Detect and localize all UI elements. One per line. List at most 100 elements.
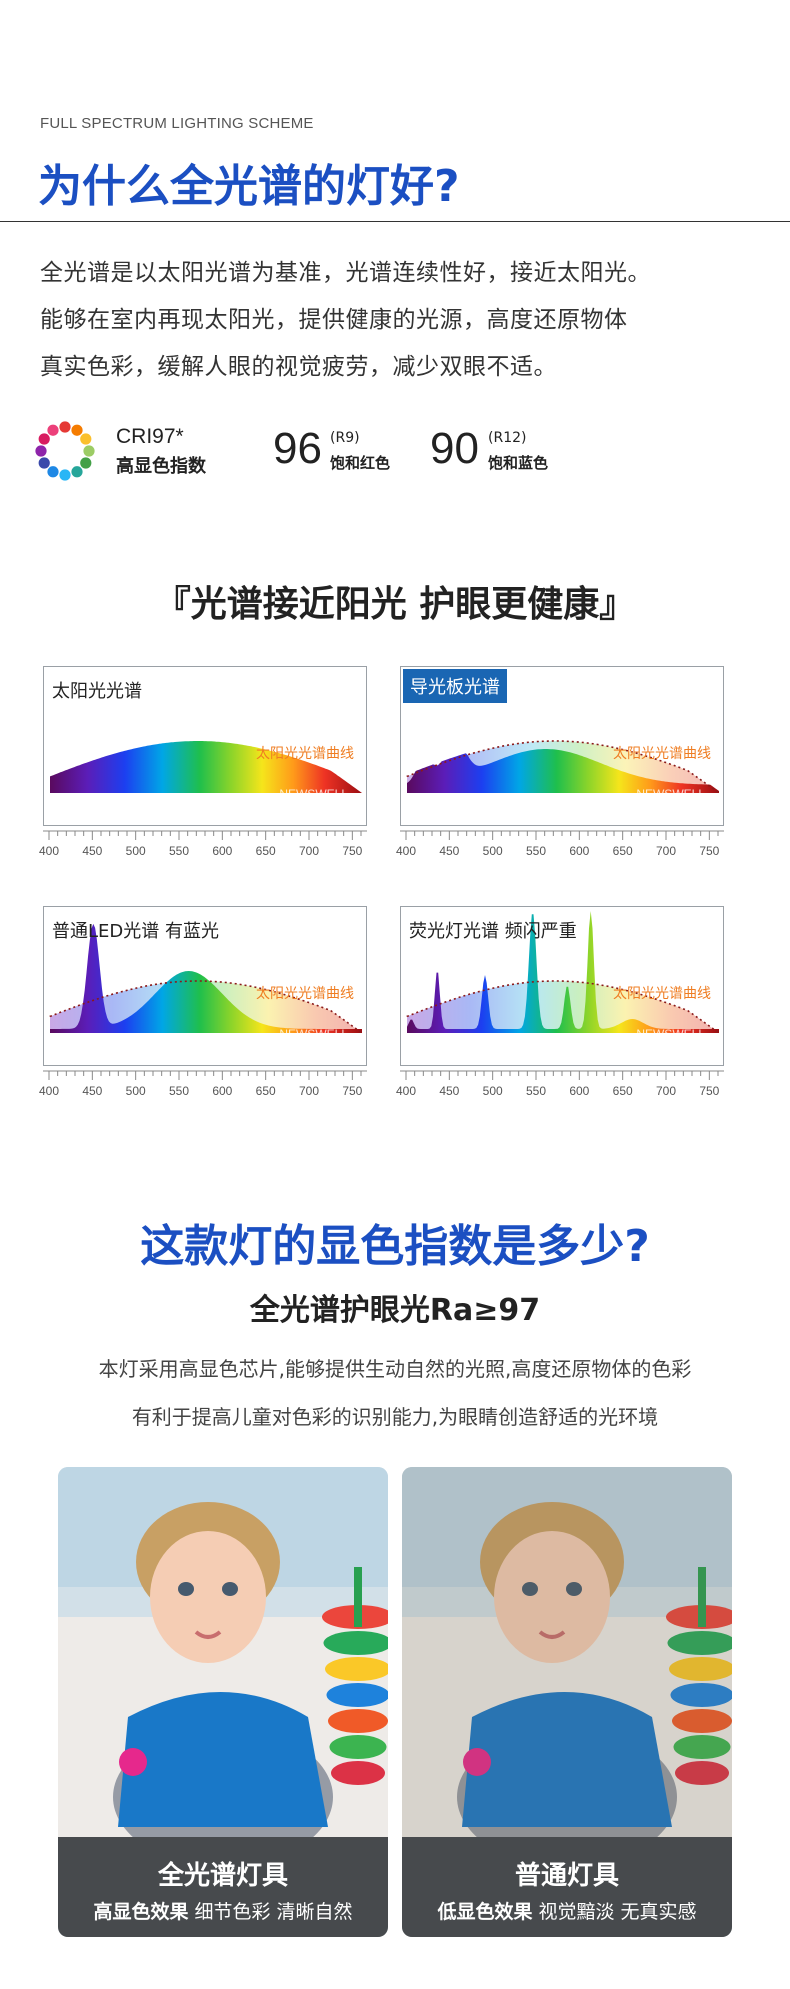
sunlight-spectrum-area (50, 741, 362, 793)
stacking-pole (354, 1567, 362, 1627)
right-eye (566, 1582, 582, 1596)
blue-shirt (118, 1692, 328, 1827)
spectrum-panel-led: 普通LED光谱 有蓝光 太阳光光谱曲线 NEWSWELL 纽思维尔 (43, 906, 367, 1066)
tick-label: 500 (125, 844, 146, 858)
x-axis-lightguide: 400 450 500 550 600 650 700 750 (396, 828, 724, 864)
mouth (194, 1630, 222, 1639)
watermark: NEWSWELL 纽思维尔 (279, 1027, 348, 1055)
tick-label: 500 (482, 844, 503, 858)
curve-label: 太阳光光谱曲线 (256, 986, 354, 1002)
tick-label: 750 (342, 1084, 363, 1098)
toy-ball (119, 1748, 147, 1776)
face (150, 1531, 266, 1663)
caption-subtitle: 高显色效果 细节色彩 清晰自然 (93, 1901, 353, 1923)
wheel-dot (35, 445, 47, 457)
cri-desc-line-1: 本灯采用高显色芯片,能够提供生动自然的光照,高度还原物体的色彩 (98, 1357, 692, 1381)
lightguide-spectrum-area (407, 749, 719, 793)
watermark: NEWSWELL 纽思维尔 (636, 787, 705, 815)
wheel-dot (83, 445, 95, 457)
panel-label: 普通LED光谱 有蓝光 (52, 921, 219, 942)
blue-shirt (462, 1692, 672, 1827)
fluorescent-spectrum-area (407, 911, 719, 1033)
intro-line-3: 真实色彩，缓解人眼的视觉疲劳，减少双眼不适。 (40, 354, 557, 380)
cri-section-title: 这款灯的显色指数是多少? (140, 1221, 650, 1272)
tick-label: 600 (569, 1084, 590, 1098)
tick-label: 600 (569, 844, 590, 858)
intro-line-2: 能够在室内再现太阳光，提供健康的光源，高度还原物体 (40, 307, 628, 333)
tick-label: 400 (38, 844, 60, 858)
tick-label: 750 (699, 1084, 720, 1098)
r9-code: (R9) (330, 430, 360, 446)
tick-label: 700 (655, 1084, 677, 1098)
tick-label: 550 (525, 1084, 547, 1098)
tick-label: 400 (395, 1084, 417, 1098)
wheel-dot (59, 469, 71, 481)
x-axis-led: 400 450 500 550 600 650 700 750 (39, 1068, 367, 1104)
wheel-dot (47, 424, 59, 436)
right-eye (222, 1582, 238, 1596)
stacking-ring (670, 1683, 732, 1707)
wheel-dot (71, 424, 83, 436)
stacking-ring (669, 1657, 732, 1681)
tick-label: 600 (212, 1084, 233, 1098)
x-axis-sunlight: 400 450 500 550 600 650 700 750 (39, 828, 367, 864)
r12-code: (R12) (488, 430, 527, 446)
curve-label: 太阳光光谱曲线 (613, 746, 711, 762)
stacking-ring (328, 1709, 388, 1733)
photo-caption: 普通灯具 低显色效果 视觉黯淡 无真实感 (402, 1837, 732, 1937)
tick-label: 700 (655, 844, 677, 858)
tick-label: 650 (255, 1084, 276, 1098)
panel-label: 导光板光谱 (403, 669, 507, 703)
r12-value: 90 (430, 424, 479, 473)
photo-caption: 全光谱灯具 高显色效果 细节色彩 清晰自然 (58, 1837, 388, 1937)
led-spectrum-area (50, 923, 362, 1033)
panel-label: 荧光灯光谱 频闪严重 (409, 921, 577, 942)
tick-label: 700 (298, 1084, 320, 1098)
wheel-dot (71, 466, 83, 478)
fluorescent-spectrum-chart (401, 911, 723, 1065)
wheel-dot (80, 433, 92, 445)
r12-label: 饱和蓝色 (488, 454, 549, 472)
tick-label: 550 (168, 1084, 190, 1098)
stacking-pole (698, 1567, 706, 1627)
spectrum-panel-sunlight: 太阳光光谱 太阳光光谱曲线 NEWSWELL 纽思维尔 (43, 666, 367, 826)
eyebrow-text: FULL SPECTRUM LIGHTING SCHEME (40, 115, 314, 132)
wheel-dot (38, 433, 50, 445)
stacking-ring (331, 1761, 385, 1785)
face (494, 1531, 610, 1663)
tick-label: 550 (168, 844, 190, 858)
tick-label: 600 (212, 844, 233, 858)
tick-label: 450 (82, 1084, 103, 1098)
mouth (538, 1630, 566, 1639)
wheel-dot (38, 457, 50, 469)
curve-label: 太阳光光谱曲线 (613, 986, 711, 1002)
caption-title: 普通灯具 (514, 1861, 619, 1891)
wheel-dot (47, 466, 59, 478)
stacking-ring (323, 1631, 388, 1655)
tick-label: 400 (38, 1084, 60, 1098)
tick-label: 650 (612, 1084, 633, 1098)
tick-label: 400 (395, 844, 417, 858)
tick-label: 450 (82, 844, 103, 858)
x-axis-fluorescent: 400 450 500 550 600 650 700 750 (396, 1068, 724, 1104)
watermark: NEWSWELL 纽思维尔 (279, 787, 348, 815)
cri-desc-line-2: 有利于提高儿童对色彩的识别能力,为眼睛创造舒适的光环境 (131, 1405, 659, 1429)
page-title: 为什么全光谱的灯好? (38, 161, 460, 212)
cri-label: 高显色指数 (116, 456, 206, 477)
cri-code: CRI97* (116, 425, 184, 448)
photo-card-ordinary: 普通灯具 低显色效果 视觉黯淡 无真实感 (402, 1467, 732, 1937)
wheel-dot (59, 421, 71, 433)
watermark: NEWSWELL 纽思维尔 (636, 1027, 705, 1055)
lightguide-spectrum-chart (401, 740, 723, 825)
spectrum-heading: 『光谱接近阳光 护眼更健康』 (154, 584, 636, 625)
led-spectrum-chart (44, 923, 366, 1065)
caption-subtitle: 低显色效果 视觉黯淡 无真实感 (437, 1901, 697, 1923)
spectrum-panel-fluorescent: 荧光灯光谱 频闪严重 太阳光光谱曲线 NEWSWELL 纽思维尔 (400, 906, 724, 1066)
divider (0, 221, 790, 222)
sunlight-spectrum-chart (44, 741, 366, 825)
toy-ball (463, 1748, 491, 1776)
tick-label: 500 (482, 1084, 503, 1098)
r9-value: 96 (273, 424, 322, 473)
tick-label: 650 (255, 844, 276, 858)
